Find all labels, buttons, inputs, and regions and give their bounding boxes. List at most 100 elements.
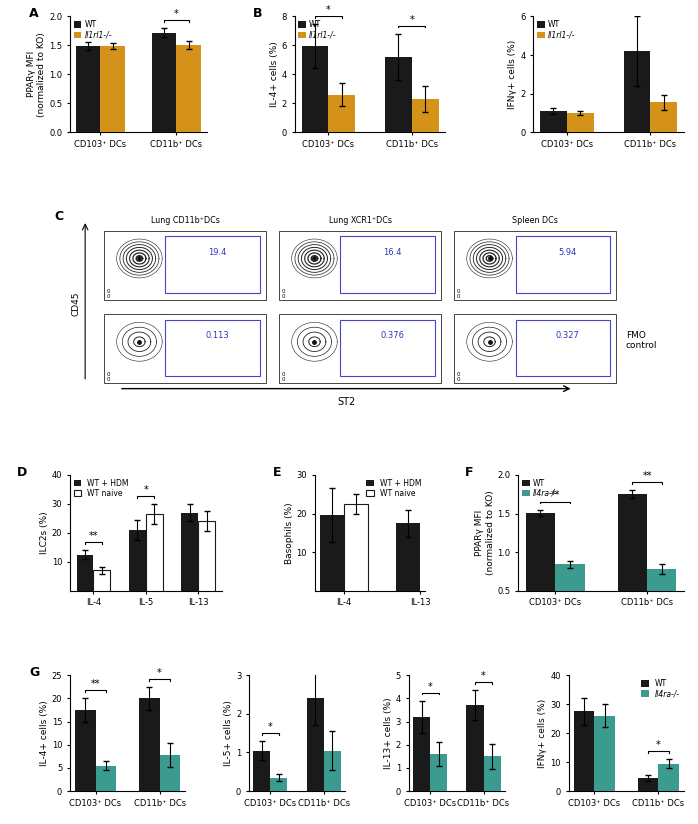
Text: 0: 0 [107, 377, 110, 382]
Text: C: C [54, 210, 64, 222]
Text: Lung CD11b⁺DCs: Lung CD11b⁺DCs [151, 217, 219, 226]
Text: 0: 0 [107, 372, 110, 377]
Bar [302, 46, 328, 132]
Legend: WT, Il1rl1-/-: WT, Il1rl1-/- [537, 21, 575, 40]
Legend: WT, Il1rl1-/-: WT, Il1rl1-/- [299, 21, 336, 40]
Y-axis label: PPARγ MFI
(normalized to KO): PPARγ MFI (normalized to KO) [27, 32, 46, 117]
Bar [484, 756, 500, 791]
Text: **: ** [91, 679, 101, 689]
Bar [270, 778, 288, 791]
Text: *: * [428, 681, 433, 691]
Y-axis label: IFNγ+ cells (%): IFNγ+ cells (%) [538, 699, 547, 768]
Bar [624, 51, 651, 132]
Text: 0: 0 [282, 293, 285, 299]
Bar [466, 705, 484, 791]
Y-axis label: IL-4+ cells (%): IL-4+ cells (%) [40, 700, 49, 766]
Bar [540, 111, 567, 132]
Bar [146, 514, 163, 591]
Y-axis label: PPARγ MFI
(normalized to KO): PPARγ MFI (normalized to KO) [475, 490, 495, 575]
Text: 0: 0 [282, 288, 285, 293]
Bar [430, 754, 447, 791]
Text: 0: 0 [456, 293, 460, 299]
Bar [94, 570, 110, 591]
Bar [152, 33, 177, 132]
Bar [77, 555, 94, 591]
Text: 0.327: 0.327 [556, 331, 579, 340]
Text: A: A [29, 7, 38, 21]
Bar [526, 513, 555, 630]
Bar [328, 95, 355, 132]
Bar [344, 504, 369, 591]
Legend: WT, Il4ra-/-: WT, Il4ra-/- [641, 679, 681, 698]
Bar [413, 717, 430, 791]
Bar [555, 564, 584, 630]
Legend: WT + HDM, WT naive: WT + HDM, WT naive [73, 479, 129, 498]
Text: 16.4: 16.4 [383, 248, 401, 257]
Bar [658, 764, 678, 791]
Bar [454, 314, 616, 383]
Text: *: * [174, 9, 179, 19]
Bar [594, 716, 615, 791]
Bar [181, 513, 198, 591]
Text: 0: 0 [456, 372, 460, 377]
Y-axis label: IL-5+ cells (%): IL-5+ cells (%) [224, 700, 233, 766]
Text: 5.94: 5.94 [558, 248, 577, 257]
Y-axis label: Basophils (%): Basophils (%) [285, 502, 294, 564]
Text: *: * [268, 722, 273, 732]
Y-axis label: IL-13+ cells (%): IL-13+ cells (%) [384, 697, 393, 769]
Legend: WT, Il4ra-/-: WT, Il4ra-/- [522, 479, 558, 498]
Text: **: ** [642, 471, 652, 481]
Bar [279, 314, 441, 383]
Text: D: D [17, 466, 27, 479]
Text: *: * [656, 740, 661, 750]
Bar [129, 530, 146, 591]
Text: 0: 0 [282, 377, 285, 382]
Bar [160, 755, 180, 791]
Bar [638, 778, 658, 791]
Text: *: * [157, 667, 162, 677]
Text: E: E [273, 466, 281, 479]
Bar [567, 113, 593, 132]
Bar [324, 751, 341, 791]
Text: 0.113: 0.113 [205, 331, 229, 340]
Text: F: F [465, 466, 473, 479]
Text: B: B [253, 7, 262, 21]
Text: 0: 0 [107, 293, 110, 299]
Text: 0: 0 [456, 288, 460, 293]
Text: 0: 0 [456, 377, 460, 382]
Text: ST2: ST2 [337, 397, 355, 407]
Text: *: * [481, 671, 486, 681]
Legend: WT, Il1rl1-/-: WT, Il1rl1-/- [73, 21, 112, 40]
Text: CD45: CD45 [71, 292, 80, 316]
Text: *: * [326, 5, 331, 15]
Bar [618, 494, 647, 630]
Bar [96, 765, 116, 791]
Bar [101, 46, 125, 132]
Text: FMO
control: FMO control [625, 330, 658, 350]
Y-axis label: ILC2s (%): ILC2s (%) [40, 512, 49, 555]
Text: G: G [29, 666, 40, 679]
Bar [647, 569, 676, 630]
Bar [139, 699, 160, 791]
Text: **: ** [550, 490, 560, 500]
Bar [385, 57, 412, 132]
Bar [574, 711, 594, 791]
Bar [651, 102, 677, 132]
Text: 0: 0 [107, 288, 110, 293]
Y-axis label: IFNγ+ cells (%): IFNγ+ cells (%) [508, 40, 517, 109]
Bar [103, 314, 267, 383]
Bar [75, 710, 96, 791]
Bar [103, 231, 267, 300]
Bar [306, 699, 324, 791]
Legend: WT + HDM, WT naive: WT + HDM, WT naive [366, 479, 422, 498]
Text: 0.376: 0.376 [380, 331, 404, 340]
Text: 0: 0 [282, 372, 285, 377]
Bar [253, 751, 270, 791]
Text: **: ** [89, 531, 98, 541]
Bar [198, 522, 215, 591]
Text: *: * [144, 485, 148, 494]
Bar [177, 45, 201, 132]
Text: Lung XCR1⁺DCs: Lung XCR1⁺DCs [329, 217, 392, 226]
Bar [396, 523, 420, 591]
Text: Spleen DCs: Spleen DCs [512, 217, 558, 226]
